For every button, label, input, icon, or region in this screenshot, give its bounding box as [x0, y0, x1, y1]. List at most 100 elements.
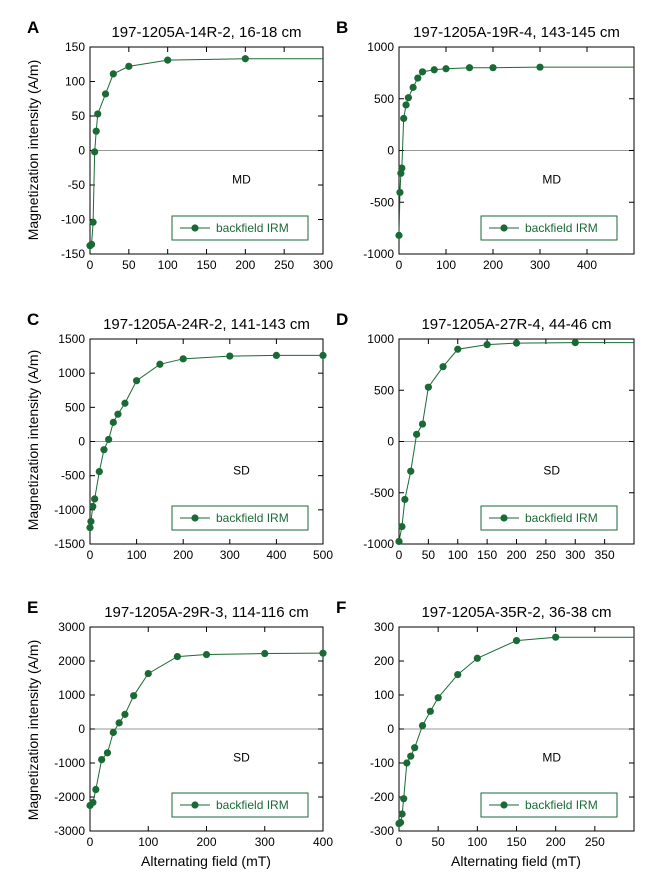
data-point [465, 64, 474, 72]
legend-label: backfield IRM [525, 221, 598, 235]
chart-title: 197-1205A-29R-3, 114-116 cm [104, 604, 309, 621]
x-tick-label: 200 [506, 548, 526, 562]
chart-title: 197-1205A-14R-2, 16-18 cm [111, 24, 301, 41]
data-point [418, 722, 427, 730]
chart-panel-d: D 197-1205A-27R-4, 44-46 cm-1000-50005001… [336, 310, 635, 562]
data-point [261, 649, 269, 658]
data-point [439, 363, 447, 371]
data-point [401, 495, 409, 504]
y-tick-label: 0 [387, 435, 394, 449]
domain-state-annotation: SD [233, 463, 250, 477]
x-tick-label: 0 [87, 258, 94, 272]
data-point [395, 231, 403, 239]
data-point [91, 148, 99, 156]
data-point [411, 744, 419, 752]
data-point [454, 345, 462, 353]
data-point [413, 430, 421, 438]
x-tick-label: 100 [467, 835, 487, 849]
data-point [424, 383, 432, 391]
data-point [398, 164, 406, 172]
data-point [164, 56, 172, 64]
x-tick-label: 100 [436, 258, 456, 272]
shared-x-axis-label: Alternating field (mT) [141, 853, 271, 869]
x-tick-label: 50 [422, 548, 436, 562]
x-tick-label: 150 [196, 258, 216, 272]
y-tick-label: -100 [61, 213, 85, 227]
legend-box [480, 792, 618, 818]
data-point [442, 65, 450, 73]
y-tick-label: 1000 [58, 366, 85, 380]
y-tick-label: 100 [65, 75, 85, 89]
data-point [434, 694, 442, 702]
y-tick-label: 0 [387, 722, 394, 736]
data-point [407, 467, 415, 475]
y-tick-label: -1500 [54, 537, 85, 551]
panels: A 197-1205A-14R-2, 16-18 cm-150-100-50050… [27, 18, 635, 849]
data-point [89, 502, 97, 511]
data-point [400, 114, 408, 123]
data-point [483, 341, 491, 349]
data-point [272, 351, 280, 359]
data-point [105, 435, 113, 444]
x-tick-label: 0 [396, 548, 403, 562]
y-tick-label: 1000 [58, 688, 85, 702]
y-tick-label: -1000 [54, 756, 85, 770]
y-tick-label: 0 [78, 144, 85, 158]
legend-marker [191, 224, 199, 232]
x-tick-label: 350 [595, 548, 615, 562]
legend: backfield IRM [480, 215, 618, 241]
series-line [89, 58, 323, 247]
data-point [396, 188, 404, 197]
x-tick-label: 250 [585, 835, 605, 849]
data-point [512, 637, 521, 645]
data-point [179, 355, 187, 363]
y-tick-label: 0 [78, 435, 85, 449]
data-point [426, 707, 434, 715]
x-tick-label: 0 [87, 835, 94, 849]
domain-state-annotation: SD [233, 751, 250, 765]
data-point [403, 759, 411, 767]
data-point [536, 63, 544, 71]
y-tick-label: -2000 [54, 790, 85, 804]
x-tick-label: 200 [173, 548, 193, 562]
x-tick-label: 200 [196, 835, 216, 849]
data-point [319, 649, 327, 657]
y-tick-label: -1000 [363, 537, 394, 551]
x-tick-label: 400 [577, 258, 597, 272]
x-tick-label: 200 [235, 258, 255, 272]
panel-letter: A [27, 18, 39, 37]
x-tick-label: 200 [546, 835, 566, 849]
x-tick-label: 400 [313, 835, 333, 849]
data-point [103, 749, 112, 757]
x-tick-label: 100 [138, 835, 158, 849]
chart-title: 197-1205A-24R-2, 141-143 cm [103, 316, 310, 333]
y-tick-label: 500 [374, 92, 394, 106]
legend: backfield IRM [480, 505, 618, 531]
y-tick-label: 300 [374, 620, 394, 634]
legend: backfield IRM [171, 505, 309, 531]
data-point [430, 66, 438, 74]
data-point [398, 810, 406, 818]
data-point [100, 446, 108, 454]
data-point [109, 418, 117, 426]
x-tick-label: 300 [565, 548, 585, 562]
legend-label: backfield IRM [525, 798, 598, 812]
data-point [133, 377, 141, 385]
y-tick-label: -300 [370, 824, 394, 838]
data-point [400, 795, 408, 803]
data-point [226, 352, 234, 360]
data-point [91, 495, 99, 503]
x-tick-label: 100 [448, 548, 468, 562]
data-point [414, 74, 422, 82]
shared-y-axis-label: Magnetization intensity (A/m) [25, 350, 41, 531]
y-tick-label: -100 [370, 756, 394, 770]
data-point [98, 756, 106, 764]
x-tick-label: 300 [530, 258, 550, 272]
data-point [89, 798, 97, 807]
data-point [454, 671, 462, 679]
chart-panel-c: C 197-1205A-24R-2, 141-143 cm -1500 -1000 -5… [27, 310, 333, 562]
data-point [89, 218, 97, 226]
data-point [121, 399, 129, 407]
x-tick-label: 150 [477, 548, 497, 562]
legend-marker [500, 224, 508, 232]
